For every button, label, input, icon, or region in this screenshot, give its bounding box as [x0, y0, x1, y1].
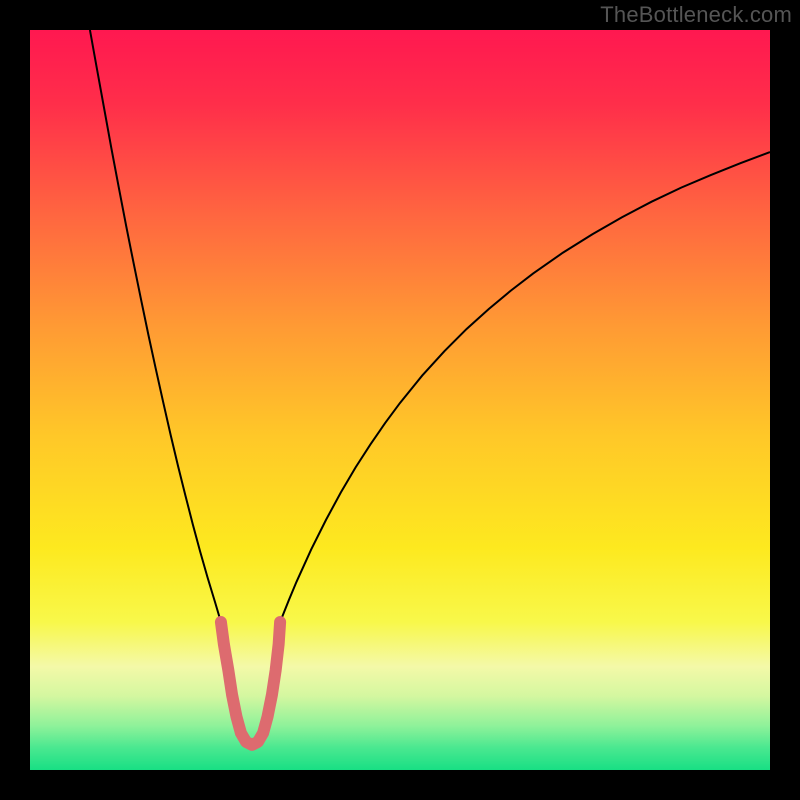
- watermark-text: TheBottleneck.com: [600, 2, 792, 28]
- bottleneck-chart: [0, 0, 800, 800]
- plot-background: [30, 30, 770, 770]
